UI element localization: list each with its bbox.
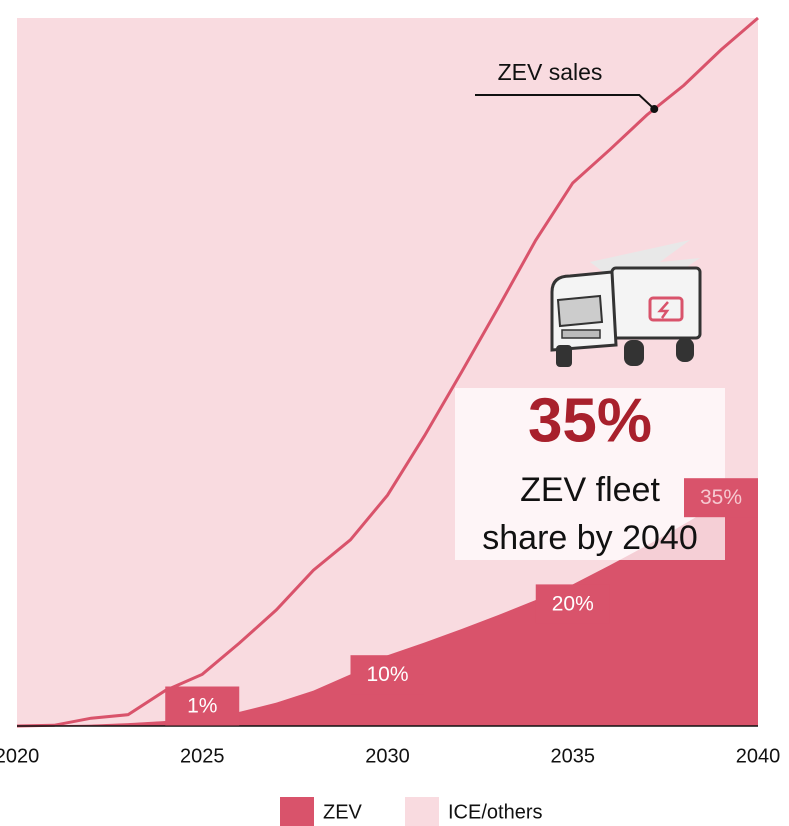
x-tick-label: 2035	[551, 745, 596, 767]
windshield	[556, 294, 604, 328]
headline: 35%	[528, 386, 652, 455]
value-label-box	[165, 686, 240, 726]
grille	[561, 329, 601, 339]
annotation-dot	[650, 105, 659, 114]
x-tick-label: 2030	[365, 745, 410, 767]
battery	[648, 296, 684, 322]
legend-label: ICE/others	[448, 801, 542, 823]
overlay: ZEV sales 2020 2025 2030 2035 2040 35% ZEV flee…	[0, 16, 781, 826]
bolt	[657, 301, 670, 319]
sales-line	[16, 16, 759, 728]
x-tick-label: 2040	[736, 745, 781, 767]
value-label-box	[535, 584, 610, 624]
x-tick-label: 2020	[0, 745, 39, 767]
annotation: ZEV sales	[498, 59, 603, 85]
wheel	[676, 338, 694, 362]
x-tick-label: 2025	[180, 745, 225, 767]
areas	[17, 18, 758, 726]
truck-icon	[550, 240, 702, 367]
wheel	[556, 345, 572, 367]
value-label: 1%	[187, 695, 217, 718]
value-label-box	[350, 655, 425, 695]
value-label: 35%	[700, 486, 742, 509]
value-label: 10%	[366, 663, 408, 686]
value-label-box	[684, 478, 758, 518]
trailer	[610, 266, 702, 340]
legend-swatch	[280, 797, 314, 826]
area-0	[17, 478, 758, 726]
value-label: 20%	[552, 592, 594, 615]
headline-box	[455, 388, 725, 560]
wheel	[624, 340, 644, 366]
legend-label: ZEV	[323, 801, 363, 823]
subline: share by 2040	[482, 519, 698, 557]
legend-swatch	[405, 797, 439, 826]
annotation-leader	[475, 94, 655, 110]
subline: ZEV fleet	[520, 471, 660, 509]
